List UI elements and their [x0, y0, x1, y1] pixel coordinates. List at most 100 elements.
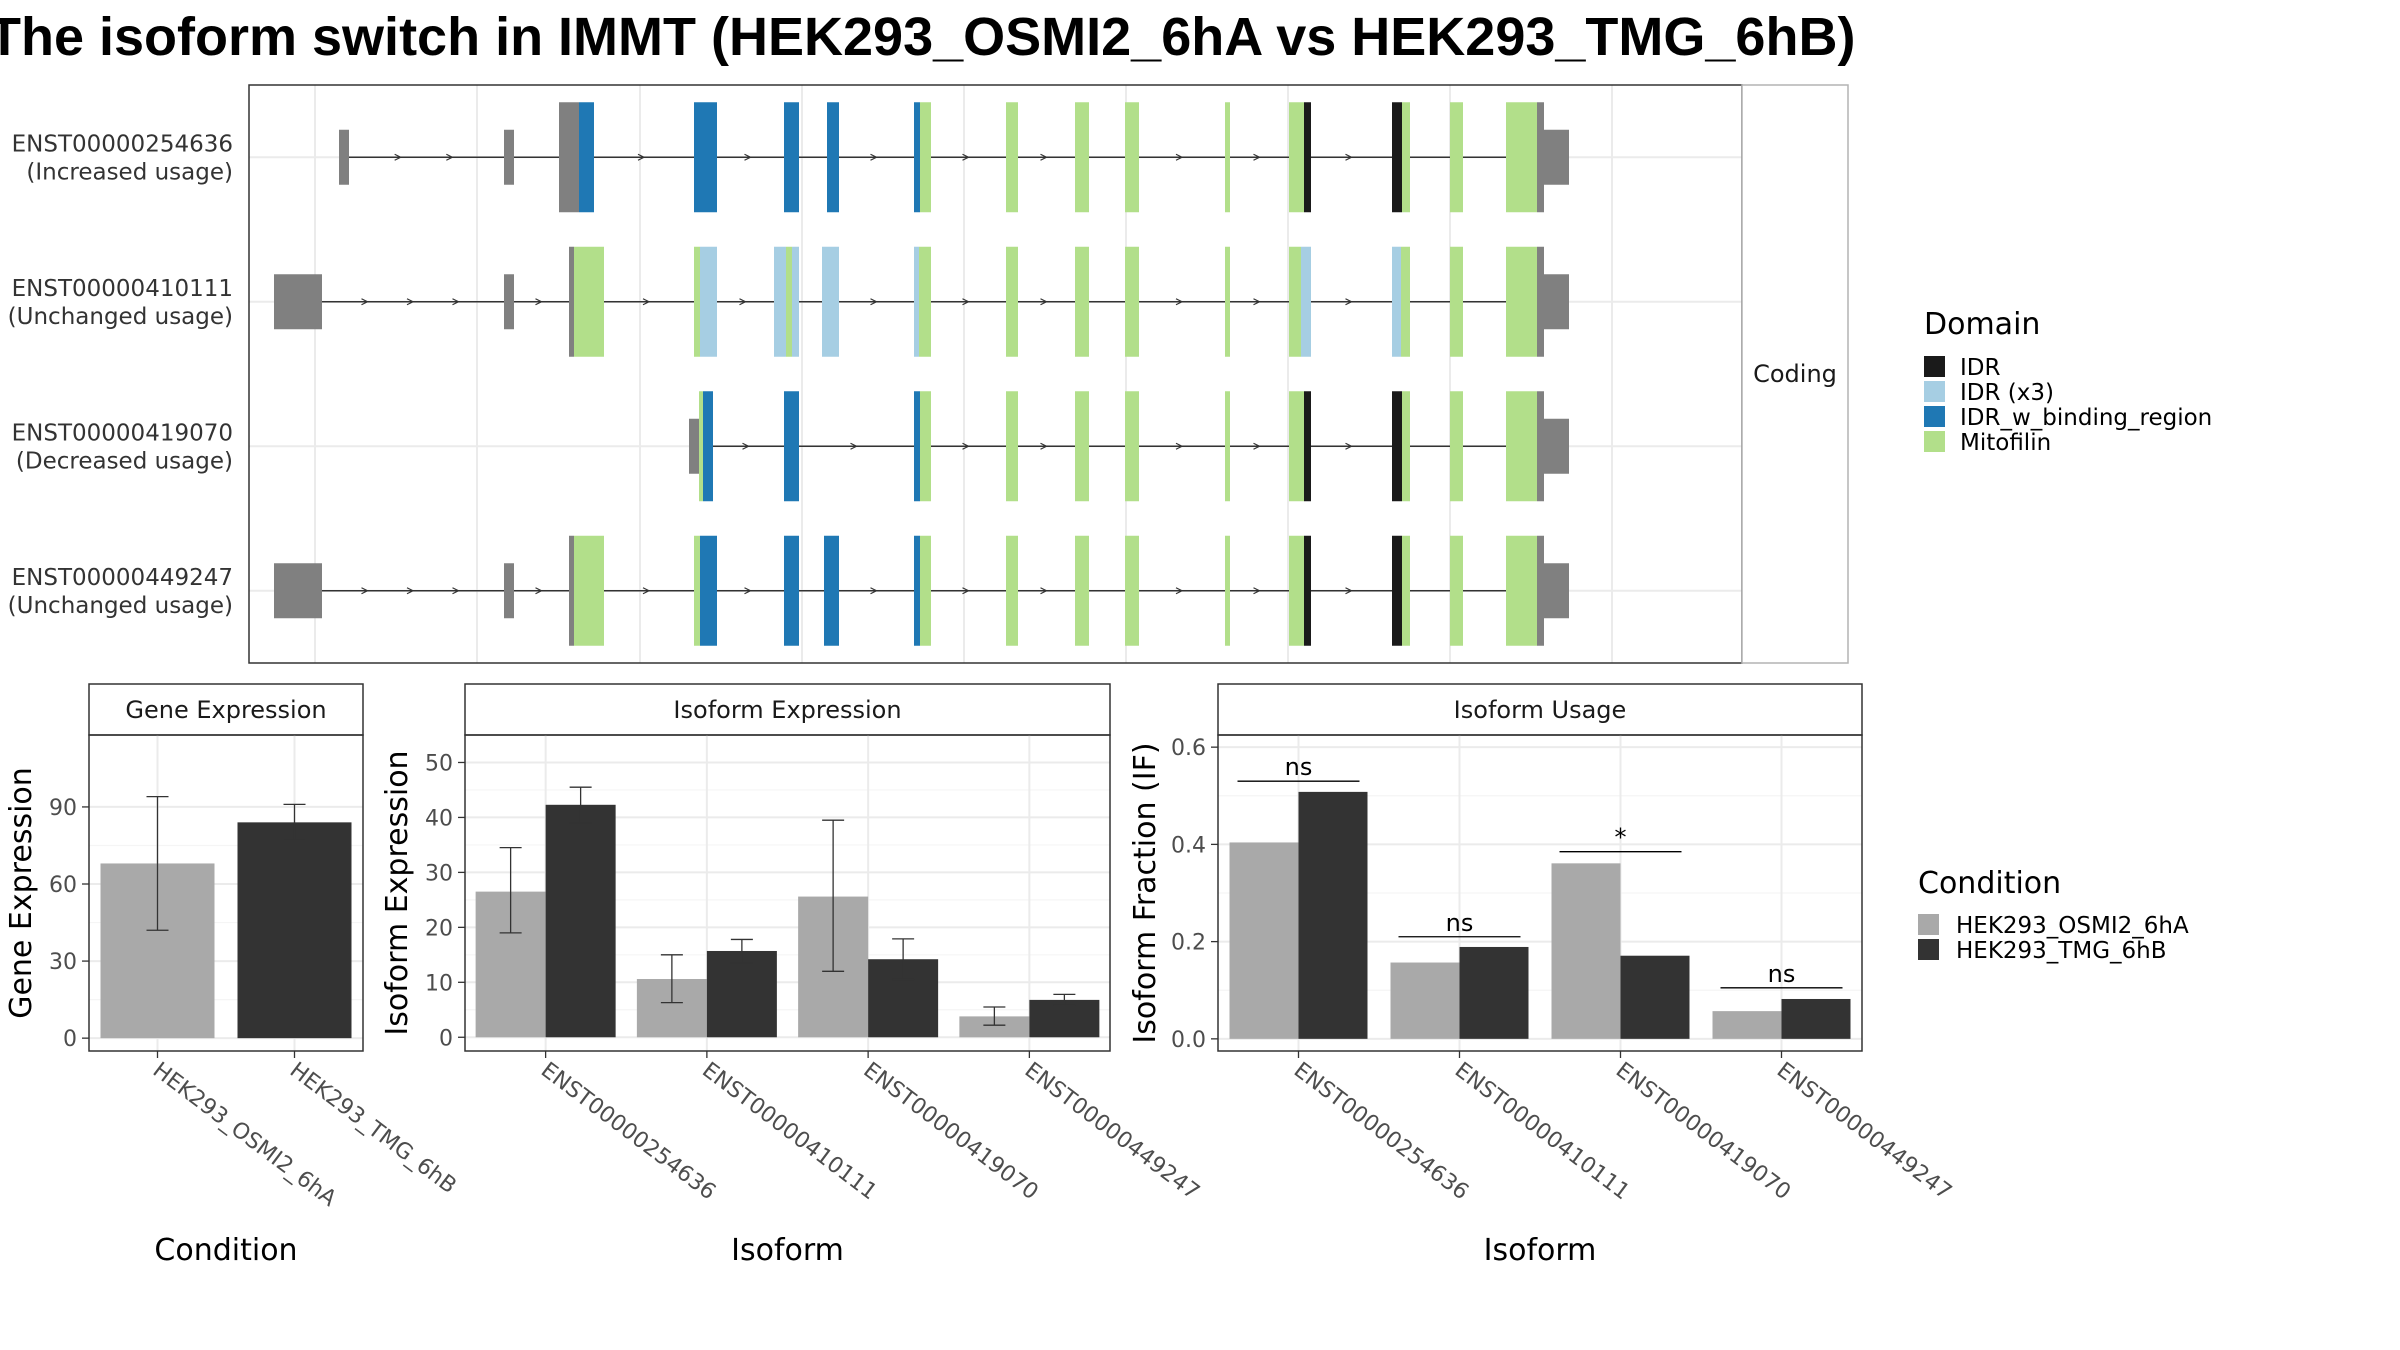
exon-idr-x3	[774, 246, 786, 357]
exon-mitofilin	[1006, 246, 1018, 357]
y-tick-label: 0	[63, 1027, 77, 1052]
bar-enst00000419070-hek293-tmg-6hb	[1620, 955, 1690, 1039]
exon-mitofilin	[919, 246, 931, 357]
exon-idr	[1392, 391, 1402, 502]
exon-mitofilin	[920, 535, 931, 646]
exon-idr-w-binding-region	[827, 102, 839, 213]
exon-mitofilin	[1289, 102, 1304, 213]
direction-arrow	[1345, 587, 1353, 595]
bar-enst00000449247-hek293-tmg-6hb	[1029, 999, 1100, 1038]
exon-mitofilin	[574, 246, 604, 357]
exon-utr-small	[1544, 418, 1569, 474]
exon-utr-small	[274, 563, 314, 619]
exon-idr-x3	[1392, 246, 1401, 357]
transcript-track-enst00000410111: ENST00000410111(Unchanged usage)	[8, 246, 1569, 357]
bar-enst00000449247-hek293-osmi2-6ha	[1712, 1011, 1782, 1039]
exon-mitofilin	[1289, 246, 1301, 357]
exon-idr-x3	[792, 246, 799, 357]
direction-arrow	[361, 298, 369, 306]
y-axis-title: Isoform Fraction (IF)	[1128, 742, 1163, 1043]
direction-arrow	[870, 153, 878, 161]
x-axis-title: Isoform	[731, 1233, 844, 1268]
direction-arrow	[1253, 587, 1261, 595]
domain-legend-label-idr-x3: IDR (x3)	[1960, 380, 2054, 406]
y-tick-label: 30	[49, 950, 77, 975]
y-axis-title: Isoform Expression	[380, 750, 415, 1035]
exon-idr-x3	[1301, 246, 1311, 357]
exon-utr	[504, 129, 514, 185]
exon-idr-w-binding-region	[784, 535, 799, 646]
exon-mitofilin	[1075, 102, 1089, 213]
y-tick-label: 0.0	[1171, 1028, 1206, 1053]
direction-arrow	[742, 442, 750, 450]
x-tick-label: ENST00000449247	[1020, 1058, 1204, 1205]
exon-utr	[1537, 102, 1544, 213]
exon-idr	[1392, 535, 1402, 646]
direction-arrow	[406, 587, 415, 595]
exon-mitofilin	[1506, 535, 1537, 646]
facet-strip-label: Gene Expression	[125, 696, 326, 724]
exon-utr	[569, 246, 574, 357]
transcript-usage-label: (Increased usage)	[26, 159, 233, 185]
panel-border	[1217, 734, 1863, 1052]
exon-mitofilin	[1289, 391, 1304, 502]
exon-mitofilin	[1450, 246, 1463, 357]
y-tick-label: 90	[49, 796, 77, 821]
direction-arrow	[1040, 587, 1048, 595]
transcript-track-enst00000449247: ENST00000449247(Unchanged usage)	[8, 535, 1569, 646]
exon-mitofilin	[1506, 391, 1537, 502]
bar-hek293-tmg-6hb	[237, 822, 352, 1039]
direction-arrow	[962, 587, 970, 595]
domain-legend-label-mitofilin: Mitofilin	[1960, 430, 2051, 456]
exon-mitofilin	[1225, 535, 1230, 646]
domain-legend-label-idr-w-binding-region: IDR_w_binding_region	[1960, 405, 2212, 431]
gene-expression-panel: Gene Expression0306090HEK293_OSMI2_6hAHE…	[4, 683, 461, 1268]
bar-enst00000410111-hek293-tmg-6hb	[706, 950, 777, 1038]
x-tick-label: ENST00000449247	[1772, 1058, 1956, 1205]
transcript-id-label: ENST00000410111	[12, 276, 233, 302]
gene-structure-panel: ENST00000254636(Increased usage)ENST0000…	[8, 84, 1849, 664]
y-tick-label: 10	[425, 971, 453, 996]
exon-idr-w-binding-region	[700, 535, 717, 646]
exon-idr-w-binding-region	[914, 535, 920, 646]
exon-mitofilin	[1450, 102, 1463, 213]
exon-utr	[314, 274, 322, 330]
exon-mitofilin	[1506, 246, 1537, 357]
transcript-track-enst00000419070: ENST00000419070(Decreased usage)	[12, 391, 1569, 502]
exon-utr-small	[1544, 274, 1569, 330]
domain-legend-swatch-mitofilin	[1924, 431, 1945, 452]
direction-arrow	[406, 298, 415, 306]
facet-strip	[464, 683, 1111, 736]
exon-idr-w-binding-region	[784, 102, 799, 213]
transcript-usage-label: (Unchanged usage)	[8, 593, 233, 619]
direction-arrow	[1253, 153, 1261, 161]
x-tick-label: ENST00000410111	[1450, 1058, 1634, 1205]
exon-mitofilin	[574, 535, 604, 646]
direction-arrow	[870, 298, 878, 306]
exon-mitofilin	[1225, 246, 1230, 357]
direction-arrow	[1040, 442, 1048, 450]
y-axis-title: Gene Expression	[4, 767, 39, 1019]
exon-mitofilin	[1006, 535, 1018, 646]
direction-arrow	[1175, 153, 1184, 161]
domain-legend-swatch-idr-w-binding-region	[1924, 406, 1945, 427]
bar-enst00000254636-hek293-tmg-6hb	[1298, 791, 1368, 1039]
exon-mitofilin	[694, 246, 700, 357]
exon-utr	[1537, 391, 1544, 502]
exon-mitofilin	[1225, 391, 1230, 502]
direction-arrow	[1175, 298, 1184, 306]
exon-mitofilin	[1125, 102, 1139, 213]
y-tick-label: 0.4	[1171, 833, 1206, 858]
exon-mitofilin	[1402, 535, 1410, 646]
exon-utr	[504, 563, 514, 619]
exon-utr	[339, 129, 349, 185]
condition-legend-label-a: HEK293_OSMI2_6hA	[1956, 913, 2189, 939]
exon-idr	[1304, 535, 1311, 646]
exon-idr-w-binding-region	[579, 102, 594, 213]
exon-utr-small	[274, 274, 314, 330]
exon-mitofilin	[1402, 102, 1410, 213]
exon-idr	[1304, 102, 1311, 213]
exon-idr-w-binding-region	[914, 102, 920, 213]
bar-enst00000419070-hek293-osmi2-6ha	[1551, 863, 1621, 1039]
